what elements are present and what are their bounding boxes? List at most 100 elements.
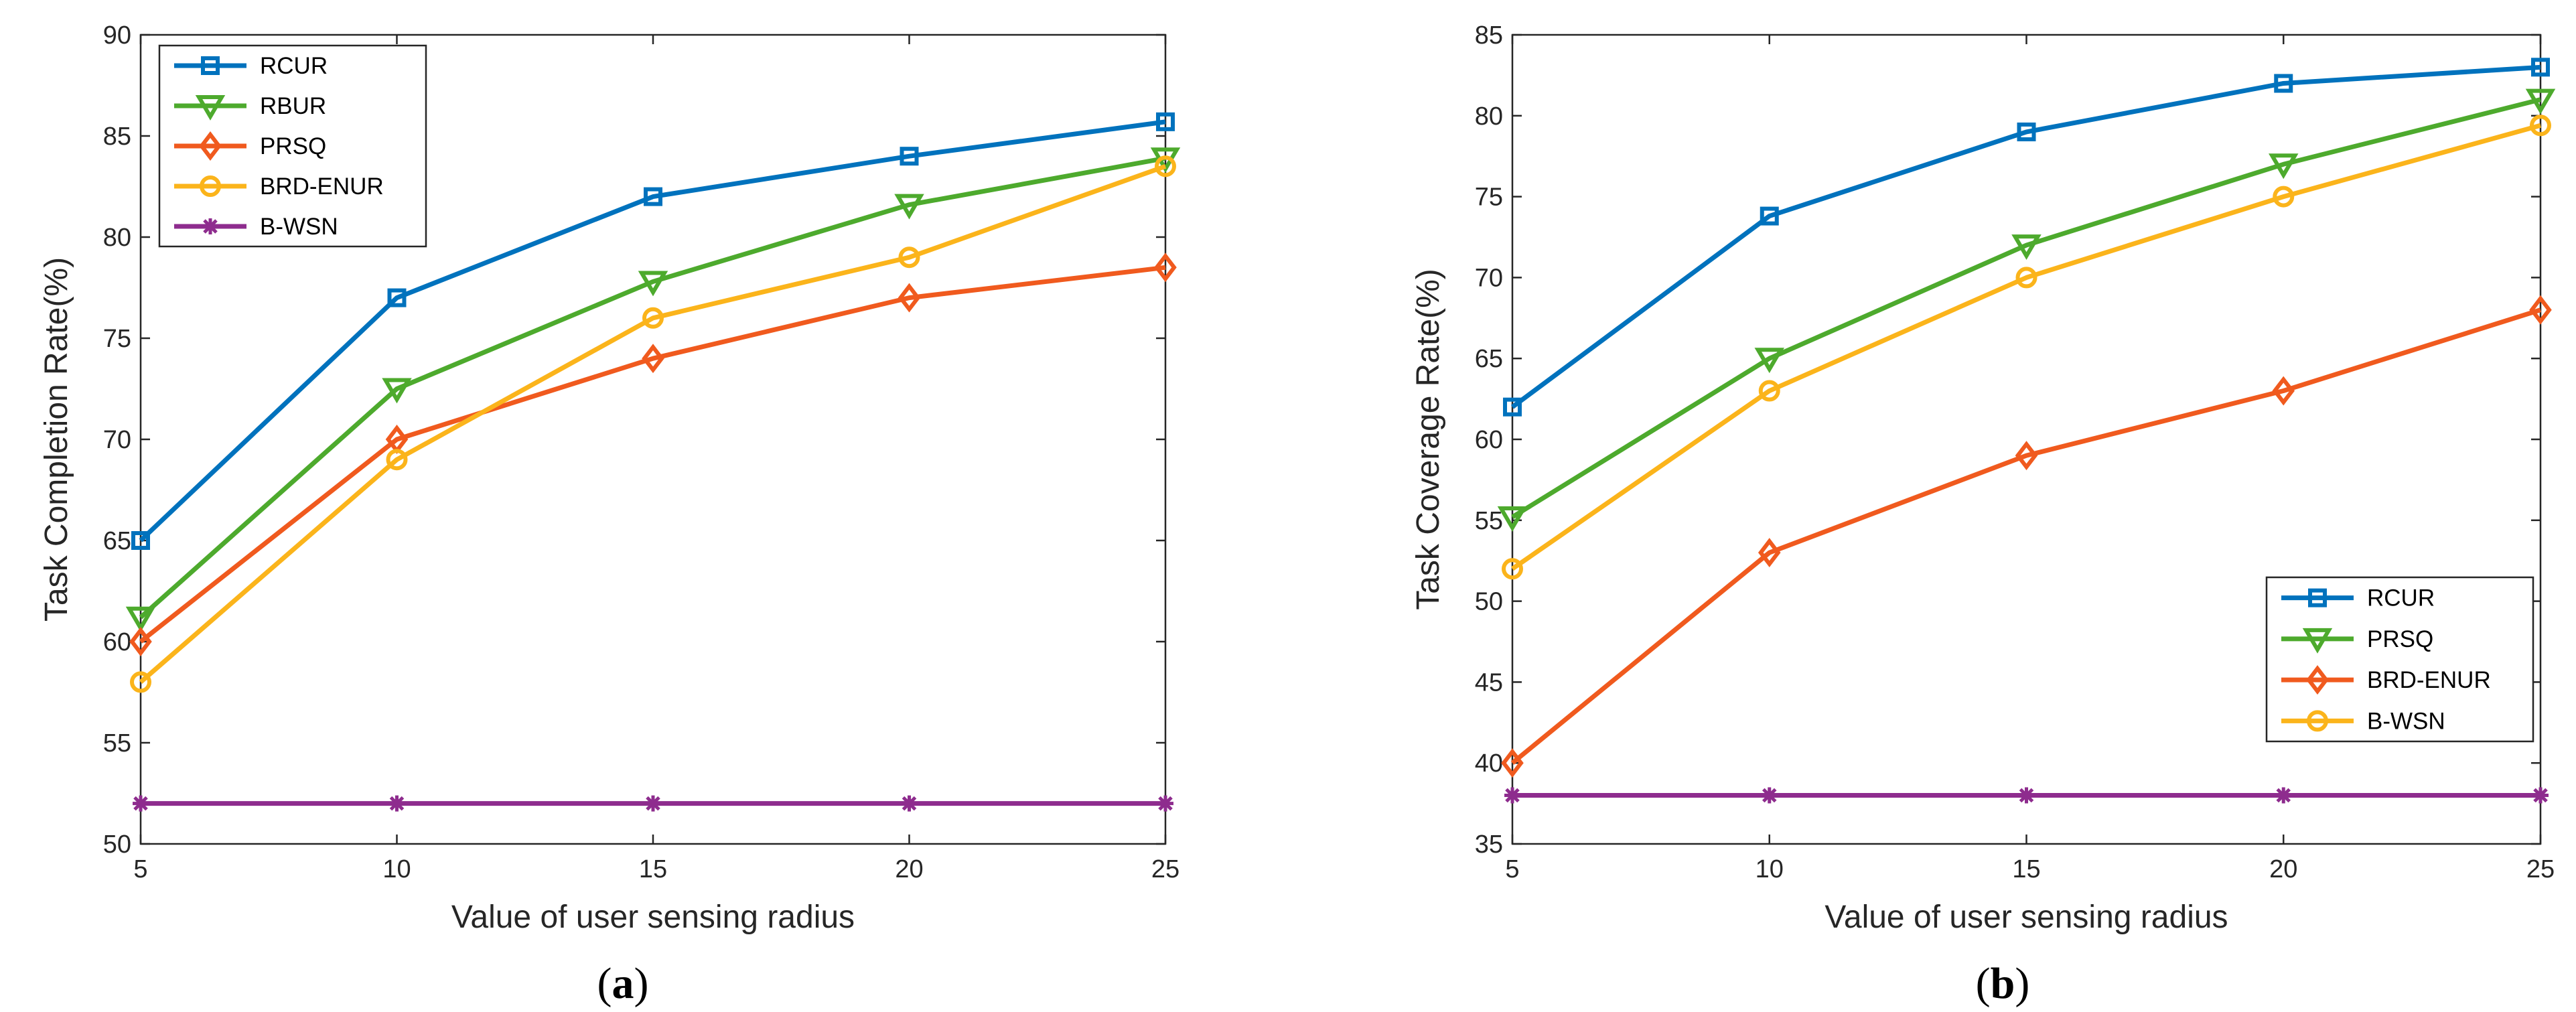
- y-tick-label: 45: [1475, 668, 1503, 697]
- data-point: [901, 795, 918, 812]
- x-tick-label: 15: [639, 855, 667, 883]
- panel-label-open: (: [597, 959, 612, 1008]
- chart-panel-b: 5 10 15 20 25 35 40 45 50 55 60 65 70 75 80 85 Value of …: [1411, 21, 2556, 1008]
- data-point: [2525, 88, 2556, 115]
- panel-label-open: (: [1976, 959, 1991, 1008]
- series-line: [1510, 64, 2541, 409]
- y-axis-title: Task Completion Rate(%): [39, 257, 74, 622]
- legend-marker: [2308, 588, 2327, 607]
- data-point: [1758, 380, 1780, 402]
- data-point: [129, 627, 152, 656]
- data-point: [2015, 441, 2038, 471]
- data-point: [898, 283, 921, 313]
- x-tick-label: 25: [1151, 855, 1179, 883]
- legend-marker: [200, 175, 221, 197]
- legend-label: RCUR: [2367, 585, 2435, 611]
- x-tick-label: 25: [2526, 855, 2555, 883]
- legend-marker: [2302, 628, 2333, 654]
- data-point: [645, 795, 661, 812]
- x-tick-label: 5: [1505, 855, 1519, 883]
- series-rcur: [131, 112, 1175, 550]
- legend-marker: [195, 95, 226, 121]
- panel-label: (a): [597, 959, 649, 1008]
- series-line: [139, 164, 1167, 684]
- data-point: [2272, 376, 2295, 406]
- series-brd-enur: [130, 155, 1176, 693]
- data-point: [2017, 122, 2036, 141]
- legend-marker: [201, 56, 220, 75]
- data-point: [1157, 795, 1173, 812]
- data-point: [2532, 787, 2549, 804]
- x-tick-label: 20: [895, 855, 923, 883]
- data-point: [125, 606, 156, 632]
- series-line: [139, 265, 1166, 644]
- y-tick-label: 70: [103, 426, 131, 454]
- data-point: [2011, 234, 2042, 261]
- legend-marker: [202, 218, 218, 234]
- data-point: [2018, 787, 2035, 804]
- series-line: [1510, 307, 2542, 765]
- data-point: [2531, 58, 2550, 77]
- legend-label: RCUR: [260, 53, 328, 79]
- legend-label: PRSQ: [260, 133, 326, 159]
- x-tick-label: 10: [1756, 855, 1784, 883]
- legend: RCUR RBUR PRSQ BRD-ENUR B-WSN: [158, 44, 427, 248]
- data-point: [1760, 206, 1779, 226]
- x-tick-label: 5: [133, 855, 147, 883]
- series-line: [1511, 97, 2541, 519]
- y-tick-label: 65: [1475, 345, 1503, 373]
- data-point: [2015, 267, 2037, 289]
- legend-label: BRD-ENUR: [260, 173, 384, 200]
- data-point: [1501, 748, 1524, 778]
- y-tick-label: 55: [1475, 507, 1503, 535]
- x-tick-label: 10: [382, 855, 411, 883]
- data-point: [131, 531, 150, 550]
- series-line: [139, 155, 1166, 620]
- legend-marker: [2306, 665, 2329, 695]
- data-point: [900, 147, 919, 166]
- data-point: [387, 288, 407, 307]
- data-point: [1154, 252, 1177, 283]
- series-brd-enur: [1501, 295, 2552, 778]
- data-point: [1754, 348, 1784, 374]
- data-point: [1504, 787, 1520, 804]
- data-point: [133, 795, 149, 812]
- data-point: [386, 449, 408, 471]
- series-unnamed: [1504, 787, 2549, 804]
- data-point: [1761, 787, 1778, 804]
- data-point: [1502, 558, 1523, 580]
- data-point: [894, 194, 924, 220]
- y-tick-label: 50: [1475, 588, 1503, 616]
- y-tick-label: 50: [103, 830, 131, 859]
- data-point: [2269, 153, 2299, 179]
- series-prsq: [129, 252, 1177, 656]
- y-tick-label: 75: [1475, 184, 1503, 212]
- y-tick-label: 85: [1475, 21, 1503, 50]
- legend-label: B-WSN: [260, 214, 338, 240]
- x-axis-title: Value of user sensing radius: [1824, 899, 2228, 935]
- panel-label-close: ): [2015, 959, 2029, 1008]
- y-tick-label: 85: [103, 123, 131, 151]
- series-b-wsn: [133, 795, 1173, 812]
- panel-label: (b): [1976, 959, 2030, 1008]
- y-tick-label: 55: [103, 729, 131, 757]
- panel-label-letter: b: [1991, 959, 2015, 1008]
- legend: RCUR PRSQ BRD-ENUR B-WSN: [2265, 576, 2534, 743]
- data-point: [388, 795, 405, 812]
- legend-marker: [199, 131, 222, 161]
- y-tick-label: 60: [103, 628, 131, 656]
- chart-panel-a: 5 10 15 20 25 50 55 60 65 70 75 80 85 90 Value of user…: [39, 21, 1181, 1008]
- x-tick-label: 20: [2269, 855, 2297, 883]
- series-prsq: [1497, 88, 2556, 532]
- x-tick-label: 15: [2012, 855, 2040, 883]
- data-point: [1758, 538, 1781, 568]
- data-point: [898, 246, 920, 269]
- legend-label: PRSQ: [2367, 626, 2433, 652]
- data-point: [638, 271, 668, 297]
- panel-label-letter: a: [612, 959, 634, 1008]
- data-point: [1155, 155, 1176, 177]
- series-line: [139, 119, 1166, 543]
- data-point: [130, 671, 151, 693]
- y-tick-label: 60: [1475, 426, 1503, 454]
